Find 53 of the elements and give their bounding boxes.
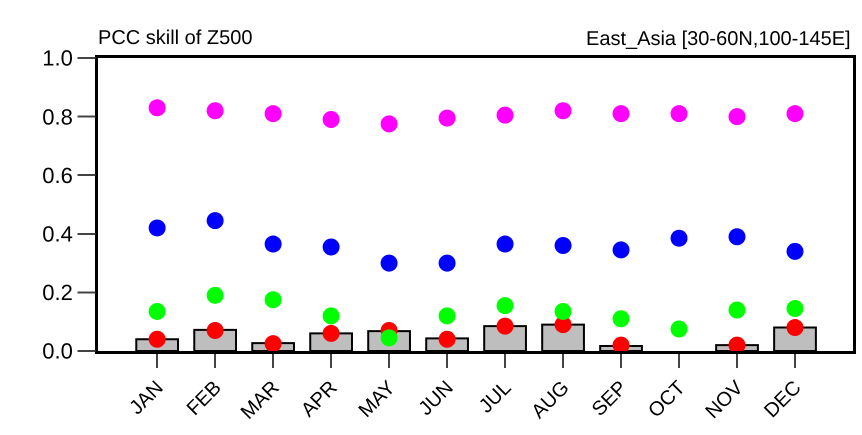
point [728, 228, 746, 246]
point [728, 108, 746, 126]
point [554, 237, 572, 254]
point [554, 102, 572, 120]
point [554, 302, 572, 320]
point [322, 111, 340, 128]
x-tick-label: FEB [182, 376, 226, 420]
y-tick-label: 0.0 [42, 338, 73, 364]
point [148, 302, 166, 320]
x-tick-label: JAN [125, 376, 168, 420]
y-tick-label: 0.2 [42, 280, 73, 306]
text: East_Asia [30-60N,100-145E] [586, 28, 851, 50]
y-tick-label: 0.6 [42, 162, 73, 188]
point [148, 219, 166, 236]
chart-title: PCC skill of Z500 [98, 27, 252, 49]
point [496, 236, 514, 253]
x-tick-label: JUL [474, 376, 516, 418]
point [496, 106, 514, 124]
point [264, 105, 282, 122]
point [148, 330, 166, 348]
point [206, 102, 224, 120]
point [380, 254, 398, 272]
point [786, 319, 804, 336]
point [670, 320, 688, 338]
point [496, 297, 514, 314]
point [670, 105, 688, 122]
point [612, 310, 630, 328]
point [206, 286, 224, 304]
point [786, 242, 804, 260]
point [206, 322, 224, 339]
point [786, 300, 804, 318]
point [264, 291, 282, 308]
y-tick-label: 0.4 [42, 222, 73, 246]
point [612, 241, 630, 258]
point [728, 301, 746, 318]
point [264, 236, 282, 253]
point [264, 335, 282, 352]
point [206, 212, 224, 230]
x-tick-label: SEP [588, 376, 632, 421]
y-tick-label: 0.8 [42, 104, 73, 130]
point [438, 307, 456, 324]
point [322, 238, 340, 256]
point [670, 230, 688, 247]
point [438, 330, 456, 348]
point [496, 318, 514, 335]
point [148, 99, 166, 116]
point [322, 307, 340, 324]
point [438, 254, 456, 272]
point [438, 110, 456, 127]
point [786, 105, 804, 122]
y-tick-label: 1.0 [42, 46, 73, 71]
point [612, 105, 630, 122]
point [380, 115, 398, 132]
